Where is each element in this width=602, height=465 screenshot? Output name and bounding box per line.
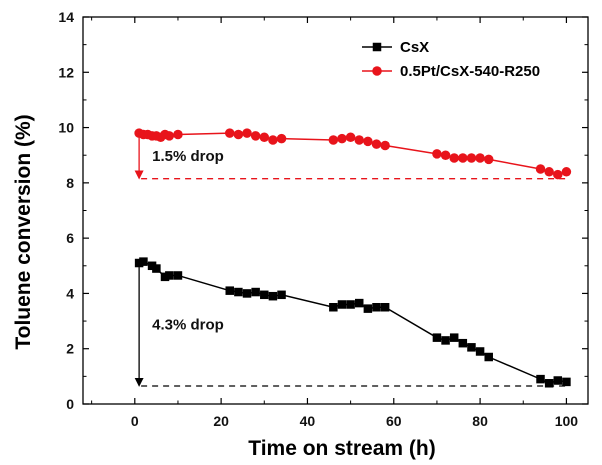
- data-point: [152, 264, 161, 273]
- data-point: [475, 153, 485, 163]
- data-point: [259, 132, 270, 142]
- data-point: [225, 286, 235, 295]
- y-tick-label: 12: [58, 64, 74, 80]
- data-point: [225, 128, 235, 138]
- data-point: [233, 129, 244, 140]
- data-point: [134, 258, 144, 268]
- data-point: [276, 133, 287, 144]
- x-tick-label: 60: [386, 413, 402, 429]
- y-tick-label: 4: [66, 285, 74, 301]
- data-point: [251, 287, 260, 297]
- data-point: [260, 290, 269, 300]
- data-point: [234, 287, 243, 297]
- data-point: [483, 154, 494, 165]
- x-tick-label: 20: [213, 413, 229, 429]
- data-point: [544, 167, 554, 177]
- data-point: [173, 271, 183, 280]
- data-point: [535, 164, 546, 174]
- plot-area: 0 2 4 6 8 10 12 14 0 20 40 60 80 100 1.5% drop 4.3% dro…: [58, 9, 589, 429]
- data-point: [328, 135, 339, 145]
- drop-annotation-label: 1.5% drop: [152, 148, 224, 165]
- data-point: [562, 377, 571, 387]
- data-point: [449, 333, 459, 342]
- x-tick-label: 100: [555, 413, 579, 429]
- data-point: [165, 271, 174, 280]
- x-tick-label: 0: [131, 413, 139, 429]
- data-point: [346, 300, 355, 309]
- data-point: [268, 135, 278, 145]
- series-pt-csx: [134, 128, 572, 180]
- data-point: [139, 257, 148, 266]
- data-point: [329, 303, 338, 312]
- data-point: [345, 132, 356, 142]
- data-point: [372, 303, 381, 312]
- data-point: [173, 129, 183, 140]
- y-tick-label: 2: [66, 341, 74, 357]
- data-point: [466, 153, 477, 163]
- data-point: [561, 167, 572, 177]
- data-point: [147, 261, 157, 271]
- data-point: [337, 133, 347, 144]
- data-point: [440, 150, 451, 160]
- data-point: [484, 352, 493, 362]
- data-point: [475, 347, 485, 356]
- y-tick-label: 8: [66, 175, 74, 191]
- y-tick-label: 0: [66, 396, 74, 412]
- data-point: [544, 379, 554, 388]
- data-point: [363, 304, 373, 313]
- data-point: [242, 128, 252, 138]
- data-point: [363, 136, 373, 147]
- data-point: [268, 291, 278, 301]
- y-tick-label: 10: [58, 120, 74, 136]
- legend-marker: [372, 42, 382, 52]
- x-tick-label: 80: [472, 413, 488, 429]
- drop-annotation-label: 4.3% drop: [152, 317, 224, 334]
- y-tick-label: 14: [58, 9, 74, 25]
- data-point: [160, 272, 170, 282]
- data-point: [371, 139, 382, 149]
- series-csx: [134, 257, 571, 388]
- data-point: [354, 298, 364, 308]
- data-point: [164, 131, 175, 141]
- y-tick-label: 6: [66, 230, 74, 246]
- x-tick-label: 40: [300, 413, 316, 429]
- data-point: [432, 333, 442, 342]
- data-point: [380, 140, 390, 151]
- data-point: [354, 135, 364, 145]
- data-point: [536, 374, 545, 384]
- legend-label: CsX: [400, 39, 429, 56]
- data-point: [441, 336, 450, 345]
- data-point: [250, 131, 261, 141]
- legend-marker: [372, 66, 382, 76]
- y-axis-title: Toluene conversion (%): [12, 114, 35, 349]
- data-point: [337, 300, 347, 309]
- data-point: [467, 343, 476, 352]
- legend: CsX 0.5Pt/CsX-540-R250: [362, 39, 540, 80]
- data-point: [553, 169, 563, 180]
- data-point: [432, 149, 442, 159]
- data-point: [242, 289, 252, 298]
- data-point: [458, 338, 468, 348]
- data-point: [553, 376, 563, 385]
- x-axis-title: Time on stream (h): [248, 437, 435, 460]
- data-point: [380, 303, 390, 312]
- data-point: [458, 153, 468, 163]
- data-point: [449, 153, 459, 163]
- legend-label: 0.5Pt/CsX-540-R250: [400, 63, 540, 80]
- data-point: [277, 290, 286, 300]
